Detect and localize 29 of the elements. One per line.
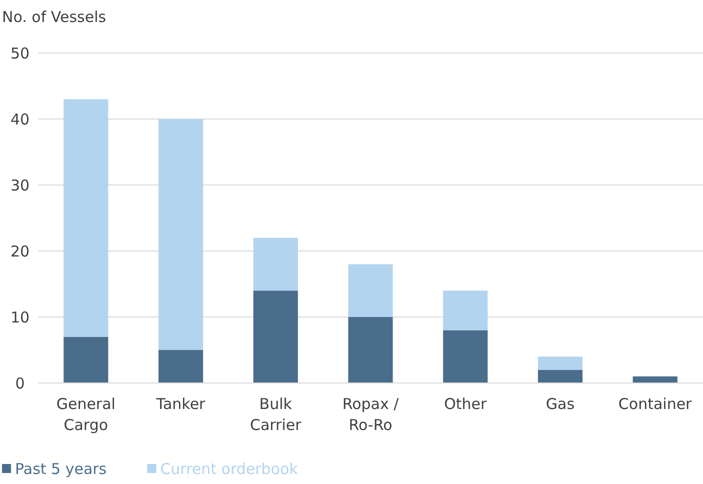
y-tick-label: 40 [10, 110, 30, 128]
legend-label: Current orderbook [160, 460, 298, 478]
bar [253, 290, 298, 383]
bar [158, 350, 204, 383]
bar [632, 376, 678, 383]
x-tick-label: Bulk Carrier [250, 395, 302, 434]
y-tick-label: 50 [10, 44, 30, 62]
x-tick-label: Container [618, 395, 693, 413]
bar [64, 336, 108, 383]
y-tick-label: 30 [10, 176, 30, 194]
bar [253, 238, 298, 291]
bar [538, 370, 583, 383]
bar [348, 264, 393, 317]
y-tick-label: 0 [15, 374, 25, 392]
x-tick-label: General Cargo [56, 395, 116, 434]
y-tick-label: 20 [10, 242, 30, 260]
x-tick-label: Tanker [155, 395, 206, 413]
x-tick-label: Ropax / Ro-Ro [342, 395, 400, 434]
bar [64, 99, 108, 337]
y-tick-label: 10 [10, 308, 30, 326]
bar [538, 356, 583, 370]
legend-label: Past 5 years [15, 460, 107, 478]
bar [443, 290, 488, 330]
bar [158, 119, 204, 350]
y-axis-title: No. of Vessels [2, 8, 106, 26]
bar [443, 330, 488, 383]
bar [348, 317, 393, 383]
x-tick-label: Other [444, 395, 488, 413]
x-tick-label: Gas [546, 395, 575, 413]
